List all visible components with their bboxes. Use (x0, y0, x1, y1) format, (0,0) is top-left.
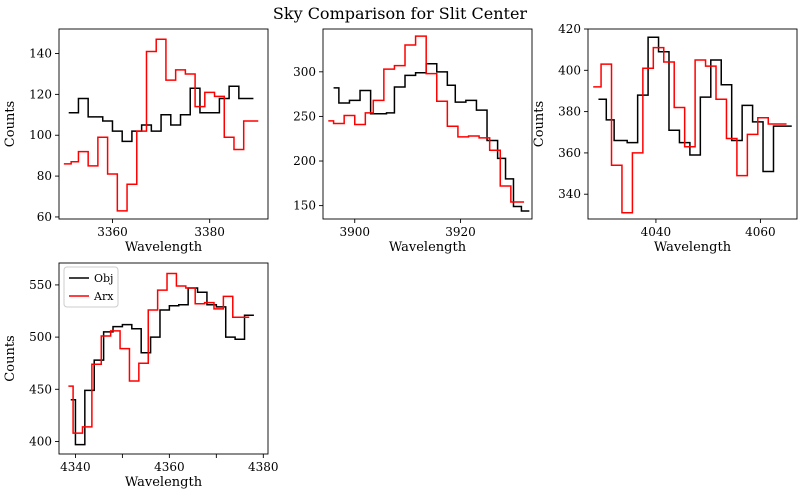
y-tick-label: 550 (29, 278, 52, 292)
series-arx-line (68, 272, 250, 434)
y-tick-label: 400 (558, 63, 581, 77)
y-tick-label: 500 (29, 330, 52, 344)
y-tick-label: 400 (29, 434, 52, 448)
y-tick-label: 450 (29, 382, 52, 396)
x-tick-label: 3900 (339, 225, 370, 239)
series-obj-line (333, 63, 530, 212)
series-arx-line (593, 46, 787, 214)
x-tick-label: 4360 (154, 460, 185, 474)
figure-title: Sky Comparison for Slit Center (273, 4, 528, 23)
y-tick-label: 60 (37, 210, 52, 224)
y-tick-label: 340 (558, 187, 581, 201)
axes-frame (58, 262, 269, 455)
subplot-1: 3360 3380 60 80 100 120 140 Wavelength Counts (3, 28, 269, 255)
x-tick-label: 3380 (194, 225, 225, 239)
axes-frame (587, 28, 798, 220)
subplot-3: 4040 4060 340 360 380 400 420 Wavelength Counts (532, 22, 798, 255)
y-tick-label: 100 (29, 128, 52, 142)
y-axis-label: Counts (3, 101, 18, 147)
axes-frame (58, 28, 269, 220)
y-tick-label: 120 (29, 87, 52, 101)
x-axis-label: Wavelength (654, 240, 732, 255)
x-axis-label: Wavelength (389, 240, 467, 255)
series-arx-line (328, 35, 525, 203)
x-axis-label: Wavelength (125, 475, 203, 490)
subplot-4: 4340 4360 4380 400 450 500 550 Wavelength Counts… (3, 262, 279, 490)
series-obj-line (68, 85, 254, 143)
y-tick-label: 380 (558, 105, 581, 119)
legend-label-arx: Arx (93, 290, 114, 303)
legend-label-obj: Obj (94, 272, 113, 285)
series-obj-line (598, 36, 792, 173)
axes-frame (322, 28, 533, 220)
y-axis-label: Counts (3, 335, 18, 381)
x-tick-label: 4040 (641, 225, 672, 239)
y-tick-label: 300 (293, 65, 316, 79)
x-tick-label: 3360 (97, 225, 128, 239)
y-tick-label: 140 (29, 47, 52, 61)
y-tick-label: 80 (37, 169, 52, 183)
x-tick-label: 4380 (248, 460, 279, 474)
x-tick-label: 3920 (445, 225, 476, 239)
x-axis-label: Wavelength (125, 240, 203, 255)
series-arx-line (63, 38, 259, 212)
panels: 3360 33806080100120140WavelengthCounts390… (3, 22, 798, 490)
x-tick-label: 4340 (60, 460, 91, 474)
legend: Obj Arx (63, 266, 119, 308)
y-tick-label: 150 (293, 199, 316, 213)
x-tick-label: 4060 (745, 225, 776, 239)
y-tick-label: 420 (558, 22, 581, 36)
y-tick-label: 200 (293, 154, 316, 168)
y-axis-label: Counts (532, 101, 547, 147)
legend-box (63, 266, 119, 308)
y-tick-label: 250 (293, 109, 316, 123)
y-tick-label: 360 (558, 146, 581, 160)
subplot-2: 3900 3920 150 200 250 300 Wavelength (293, 28, 533, 255)
series-obj-line (70, 287, 254, 446)
